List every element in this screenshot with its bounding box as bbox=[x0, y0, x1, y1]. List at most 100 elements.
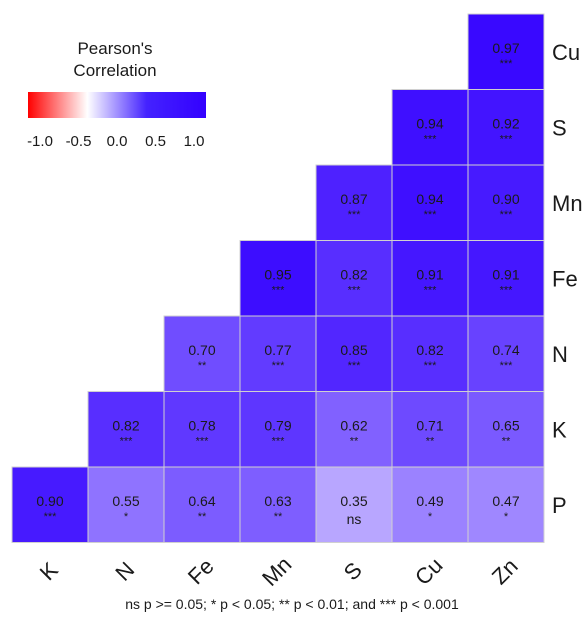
cell-significance-label: *** bbox=[500, 209, 514, 221]
cell-value-label: 0.94 bbox=[416, 191, 443, 207]
cell-value-label: 0.74 bbox=[492, 342, 519, 358]
heatmap-cell bbox=[239, 315, 317, 392]
heatmap-cell bbox=[467, 466, 545, 543]
x-axis-tick-label: Mn bbox=[257, 552, 296, 590]
heatmap-cell bbox=[163, 391, 241, 468]
cell-value-label: 0.77 bbox=[264, 342, 291, 358]
cell-significance-label: *** bbox=[500, 284, 514, 296]
y-axis-tick-label: S bbox=[552, 115, 567, 140]
cell-significance-label: *** bbox=[196, 435, 210, 447]
legend-tick-label: -0.5 bbox=[66, 133, 92, 150]
significance-footnote: ns p >= 0.05; * p < 0.05; ** p < 0.01; a… bbox=[125, 596, 459, 612]
heatmap-cell bbox=[467, 13, 545, 90]
cell-value-label: 0.90 bbox=[36, 493, 63, 509]
cell-significance-label: *** bbox=[424, 209, 438, 221]
cell-value-label: 0.92 bbox=[492, 115, 519, 131]
cell-value-label: 0.97 bbox=[492, 40, 519, 56]
cell-value-label: 0.82 bbox=[112, 417, 139, 433]
cell-significance-label: *** bbox=[424, 284, 438, 296]
heatmap-cell bbox=[467, 315, 545, 392]
cell-value-label: 0.82 bbox=[340, 266, 367, 282]
heatmap-cell bbox=[87, 391, 165, 468]
cell-significance-label: *** bbox=[272, 284, 286, 296]
cell-significance-label: ** bbox=[426, 435, 435, 447]
y-axis-tick-label: K bbox=[552, 417, 567, 442]
cell-significance-label: *** bbox=[424, 133, 438, 145]
cell-significance-label: ** bbox=[502, 435, 511, 447]
cell-significance-label: *** bbox=[348, 209, 362, 221]
heatmap-cell bbox=[239, 466, 317, 543]
heatmap-cell bbox=[315, 240, 393, 317]
cell-significance-label: ns bbox=[347, 511, 362, 527]
heatmap-cell bbox=[315, 164, 393, 241]
cell-significance-label: *** bbox=[500, 133, 514, 145]
legend-title-line2: Correlation bbox=[73, 61, 157, 80]
cell-value-label: 0.87 bbox=[340, 191, 367, 207]
cell-significance-label: *** bbox=[500, 58, 514, 70]
cell-significance-label: * bbox=[504, 511, 509, 523]
x-axis-tick-label: S bbox=[339, 557, 367, 585]
cell-value-label: 0.35 bbox=[340, 493, 367, 509]
cell-significance-label: *** bbox=[120, 435, 134, 447]
heatmap-cell bbox=[163, 466, 241, 543]
heatmap-cell bbox=[391, 315, 469, 392]
cell-value-label: 0.95 bbox=[264, 266, 291, 282]
cell-value-label: 0.62 bbox=[340, 417, 367, 433]
cell-significance-label: ** bbox=[198, 360, 207, 372]
heatmap-cell bbox=[163, 315, 241, 392]
cell-value-label: 0.64 bbox=[188, 493, 215, 509]
cell-value-label: 0.47 bbox=[492, 493, 519, 509]
legend-tick-label: 0.5 bbox=[145, 133, 166, 150]
cell-significance-label: *** bbox=[272, 360, 286, 372]
cell-value-label: 0.82 bbox=[416, 342, 443, 358]
cell-value-label: 0.55 bbox=[112, 493, 139, 509]
cell-significance-label: ** bbox=[350, 435, 359, 447]
legend-color-bar bbox=[28, 92, 206, 118]
cell-significance-label: * bbox=[428, 511, 433, 523]
legend-title-line1: Pearson's bbox=[77, 39, 153, 58]
cell-value-label: 0.90 bbox=[492, 191, 519, 207]
cell-value-label: 0.65 bbox=[492, 417, 519, 433]
heatmap-cell bbox=[467, 89, 545, 166]
cell-significance-label: *** bbox=[348, 284, 362, 296]
heatmap-cell bbox=[11, 466, 89, 543]
cell-value-label: 0.71 bbox=[416, 417, 443, 433]
cell-value-label: 0.63 bbox=[264, 493, 291, 509]
heatmap-cell bbox=[467, 164, 545, 241]
legend-ticks: -1.0 -0.5 0.0 0.5 1.0 bbox=[27, 133, 205, 150]
heatmap-cell bbox=[391, 164, 469, 241]
cell-value-label: 0.70 bbox=[188, 342, 215, 358]
cell-significance-label: *** bbox=[272, 435, 286, 447]
x-axis-tick-label: Zn bbox=[487, 553, 523, 589]
cell-value-label: 0.91 bbox=[416, 266, 443, 282]
heatmap-cell bbox=[391, 466, 469, 543]
heatmap-cell bbox=[87, 466, 165, 543]
heatmap-cell bbox=[467, 391, 545, 468]
y-axis-tick-label: Mn bbox=[552, 191, 583, 216]
y-axis-tick-label: P bbox=[552, 493, 567, 518]
cell-significance-label: ** bbox=[274, 511, 283, 523]
y-axis-tick-label: Cu bbox=[552, 40, 580, 65]
heatmap-cell bbox=[467, 240, 545, 317]
cell-significance-label: *** bbox=[348, 360, 362, 372]
cell-value-label: 0.94 bbox=[416, 115, 443, 131]
heatmap-svg: 0.97***0.94***0.92***0.87***0.94***0.90*… bbox=[11, 13, 583, 590]
cell-value-label: 0.91 bbox=[492, 266, 519, 282]
cell-significance-label: ** bbox=[198, 511, 207, 523]
x-axis-tick-label: Cu bbox=[410, 553, 448, 590]
cell-significance-label: *** bbox=[500, 360, 514, 372]
legend-tick-label: 0.0 bbox=[107, 133, 128, 150]
x-axis-tick-label: Fe bbox=[183, 553, 219, 589]
cell-value-label: 0.78 bbox=[188, 417, 215, 433]
legend-tick-label: 1.0 bbox=[184, 133, 205, 150]
cell-value-label: 0.79 bbox=[264, 417, 291, 433]
y-axis-tick-label: Fe bbox=[552, 266, 578, 291]
legend-title: Pearson's Correlation bbox=[40, 38, 190, 82]
cell-value-label: 0.85 bbox=[340, 342, 367, 358]
cell-significance-label: * bbox=[124, 511, 129, 523]
cell-significance-label: *** bbox=[424, 360, 438, 372]
y-axis-tick-label: N bbox=[552, 342, 568, 367]
cell-value-label: 0.49 bbox=[416, 493, 443, 509]
cell-significance-label: *** bbox=[44, 511, 58, 523]
